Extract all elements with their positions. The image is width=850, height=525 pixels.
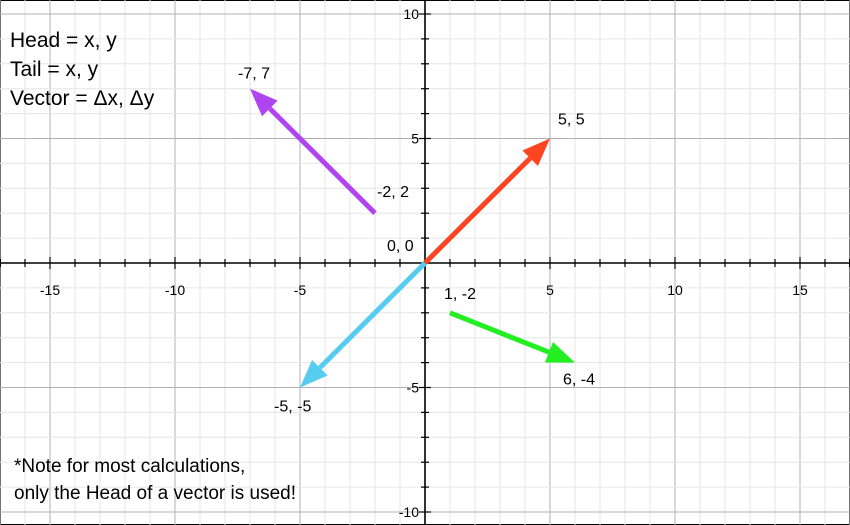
y-tick-label: 10: [403, 6, 419, 22]
vector-green-shaft: [449, 310, 550, 355]
vector-red-arrowhead: [522, 138, 550, 167]
x-tick-label: 10: [667, 282, 683, 298]
y-tick-label: 5: [411, 131, 419, 147]
legend-head-line: Head = x, y: [10, 29, 117, 52]
vector-green-tail-label: 1, -2: [444, 286, 476, 303]
x-tick-label: -10: [165, 282, 185, 298]
vector-green-arrowhead: [544, 342, 575, 363]
vector-red-tail-label: 0, 0: [387, 238, 414, 255]
note: *Note for most calculations, only the He…: [14, 453, 296, 507]
vector-purple-tail-label: -2, 2: [377, 184, 409, 201]
vector-blue-shaft: [318, 261, 427, 370]
vector-blue-arrowhead: [300, 359, 328, 388]
legend-vector-line: Vector = Δx, Δy: [10, 87, 155, 110]
note-line-2: only the Head of a vector is used!: [14, 483, 296, 504]
legend: Head = x, y Tail = x, y Vector = Δx, Δy: [10, 26, 154, 113]
x-tick-label: -15: [40, 282, 60, 298]
y-tick-label: -5: [407, 380, 420, 396]
vector-purple-head-label: -7, 7: [238, 66, 270, 83]
note-line-1: *Note for most calculations,: [14, 456, 246, 477]
vector-red-head-label: 5, 5: [558, 112, 585, 129]
y-tick-label: -10: [399, 504, 419, 520]
vector-purple-arrowhead: [250, 88, 278, 117]
x-tick-label: -5: [294, 282, 307, 298]
legend-tail-line: Tail = x, y: [10, 58, 99, 81]
vector-blue-head-label: -5, -5: [274, 399, 311, 416]
x-tick-label: 15: [792, 282, 808, 298]
vector-green-head-label: 6, -4: [563, 372, 595, 389]
x-tick-label: 5: [546, 282, 554, 298]
vector-red-shaft: [423, 156, 532, 265]
vector-purple-shaft: [268, 106, 377, 215]
